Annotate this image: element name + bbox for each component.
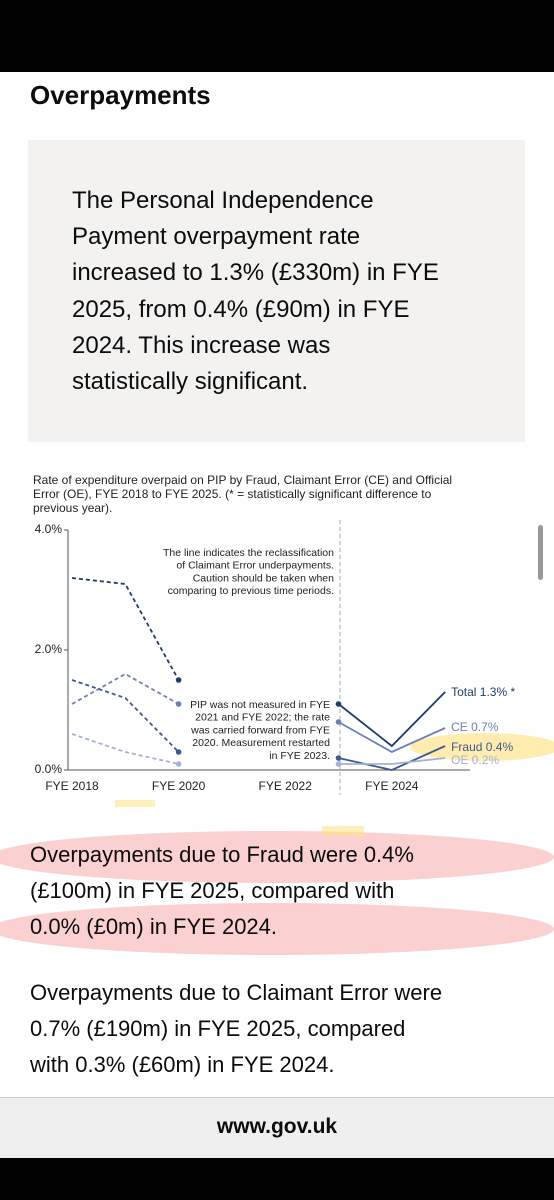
- series-line: [71, 672, 180, 705]
- annotation: PIP was not measured in FYE: [190, 699, 330, 711]
- chart-title: Rate of expenditure overpaid on PIP by F…: [33, 473, 452, 487]
- callout-line: 2025, from 0.4% (£90m) in FYE: [72, 295, 410, 323]
- series-line: [338, 757, 446, 765]
- yellow-highlight: [410, 733, 554, 761]
- annotation: The line indicates the reclassification: [163, 547, 334, 559]
- red-highlight: [0, 903, 554, 955]
- x-tick-label: FYE 2024: [365, 779, 419, 793]
- series-line: [338, 745, 446, 771]
- series-label: Total 1.3% *: [451, 685, 515, 699]
- point-marker: [335, 701, 342, 707]
- callout-line: statistically significant.: [72, 368, 309, 395]
- paragraph-line: Overpayments due to Claimant Error were: [30, 980, 443, 1005]
- annotation: in FYE 2023.: [269, 750, 330, 762]
- y-tick-label: 4.0%: [35, 522, 63, 536]
- callout-line: increased to 1.3% (£330m) in FYE: [72, 259, 439, 287]
- annotation: was carried forward from FYE: [190, 724, 330, 736]
- y-tick-label: 2.0%: [35, 642, 63, 656]
- annotation: comparing to previous time periods.: [168, 585, 334, 597]
- highlight-layer: [0, 800, 554, 955]
- annotation: Caution should be taken when: [193, 572, 334, 584]
- heading: Overpayments: [30, 80, 211, 110]
- yellow-highlight: [322, 826, 364, 836]
- annotation: of Claimant Error underpayments.: [176, 560, 334, 572]
- callout-line: 2024. This increase was: [72, 331, 331, 359]
- series-label: CE 0.7%: [451, 720, 499, 734]
- footer-url: www.gov.uk: [216, 1115, 338, 1138]
- point-marker: [335, 755, 342, 761]
- footer-bar: [0, 1097, 554, 1158]
- annotation: 2021 and FYE 2022; the rate: [195, 712, 330, 724]
- red-highlight: [0, 831, 554, 883]
- paragraph-line: with 0.3% (£60m) in FYE 2024.: [30, 1052, 335, 1077]
- scrollbar: [538, 525, 543, 580]
- series-line: [71, 679, 180, 753]
- chart-title: previous year).: [33, 501, 112, 515]
- series-line: [71, 577, 180, 681]
- x-tick-label: FYE 2020: [152, 779, 206, 793]
- y-tick-label: 0.0%: [35, 762, 63, 776]
- chart-title: Error (OE), FYE 2018 to FYE 2025. (* = s…: [33, 487, 432, 501]
- point-marker: [335, 761, 342, 767]
- paragraph-line: Overpayments due to Fraud were 0.4%: [30, 842, 414, 867]
- series-line: [71, 733, 179, 765]
- callout-line: Payment overpayment rate: [72, 223, 361, 251]
- series-label: Fraud 0.4%: [451, 740, 513, 754]
- series-label: OE 0.2%: [451, 753, 499, 767]
- point-marker: [335, 719, 342, 725]
- point-marker: [175, 749, 182, 755]
- x-tick-label: FYE 2022: [259, 779, 313, 793]
- series-line: [337, 691, 446, 748]
- point-marker: [175, 701, 182, 707]
- x-tick-label: FYE 2018: [45, 779, 99, 793]
- series-line: [338, 721, 446, 754]
- point-marker: [175, 677, 182, 683]
- callout-box: [28, 140, 525, 442]
- paragraph-line: (£100m) in FYE 2025, compared with: [30, 878, 395, 903]
- yellow-highlight: [115, 800, 155, 807]
- point-marker: [175, 761, 182, 767]
- annotation: 2020. Measurement restarted: [192, 737, 330, 749]
- callout-line: The Personal Independence: [72, 187, 374, 214]
- chart: Rate of expenditure overpaid on PIP by F…: [33, 473, 554, 795]
- paragraph-line: 0.0% (£0m) in FYE 2024.: [30, 914, 278, 939]
- paragraph-line: 0.7% (£190m) in FYE 2025, compared: [30, 1016, 406, 1041]
